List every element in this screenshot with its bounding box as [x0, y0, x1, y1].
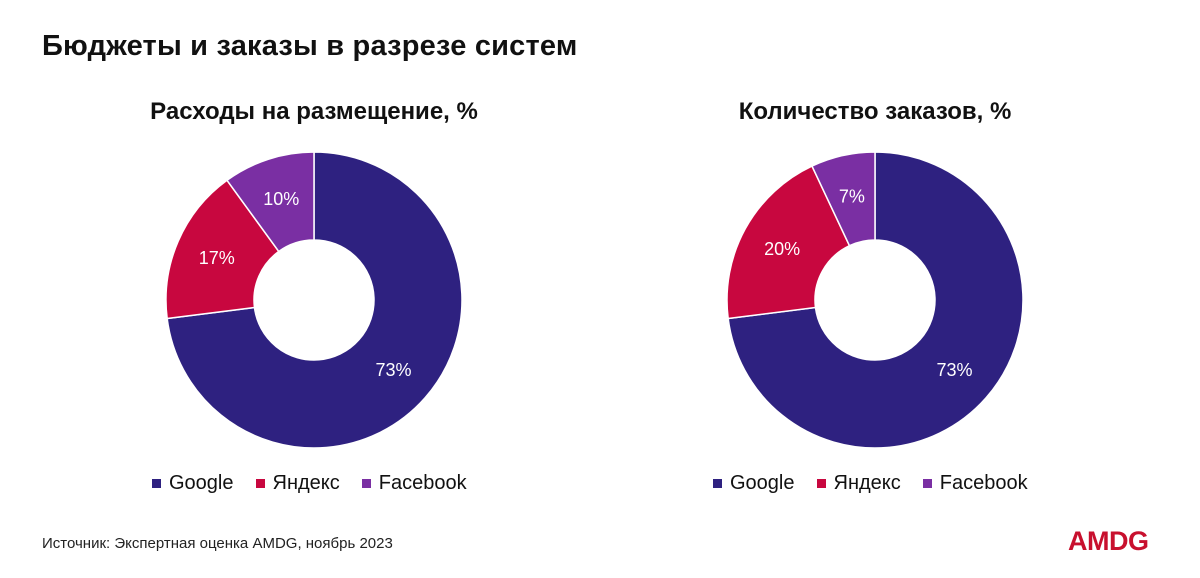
legend-item-google: Google [713, 472, 795, 495]
legend-label-facebook: Facebook [939, 472, 1028, 494]
slice-label-yandex: 17% [199, 248, 235, 268]
legend-orders: Google Яндекс Facebook [713, 472, 1028, 495]
donut-slice-google [166, 151, 463, 449]
legend-swatch-yandex [816, 479, 826, 488]
legend-swatch-google [152, 479, 161, 488]
legend-swatch-facebook [922, 479, 932, 488]
legend-label-facebook: Facebook [378, 472, 467, 494]
legend-label-yandex: Яндекс [272, 472, 340, 494]
donut-slice-facebook [225, 151, 315, 253]
donut-slice-yandex [165, 179, 280, 320]
legend-label-google: Google [730, 472, 795, 494]
donut-chart-orders: 73% 20% 7% [726, 151, 1024, 449]
donut-chart-expenses: 73% 17% 10% [165, 151, 463, 449]
legend-label-yandex: Яндекс [833, 472, 901, 494]
amdg-logo: AMDG [1068, 526, 1149, 556]
slice-label-facebook: 7% [839, 187, 865, 207]
legend-swatch-facebook [361, 479, 371, 488]
chart-title-expenses: Расходы на размещение, % [150, 98, 478, 125]
slice-label-yandex: 20% [764, 239, 800, 259]
page-title: Бюджеты и заказы в разрезе систем [42, 30, 578, 62]
legend-item-google: Google [152, 472, 234, 495]
legend-item-facebook: Facebook [361, 472, 467, 495]
source-note: Источник: Экспертная оценка AMDG, ноябрь… [42, 535, 393, 552]
legend-swatch-google [713, 479, 722, 488]
legend-label-google: Google [169, 472, 234, 494]
legend-item-yandex: Яндекс [816, 472, 901, 495]
donut-slice-facebook [810, 151, 876, 247]
slice-label-google: 73% [375, 360, 411, 380]
legend-expenses: Google Яндекс Facebook [152, 472, 467, 495]
legend-swatch-yandex [255, 479, 265, 488]
slice-label-facebook: 10% [263, 189, 299, 209]
donut-slice-google [727, 151, 1024, 449]
chart-title-orders: Количество заказов, % [738, 98, 1012, 125]
slice-label-google: 73% [936, 360, 972, 380]
legend-item-yandex: Яндекс [255, 472, 340, 495]
legend-item-facebook: Facebook [922, 472, 1028, 495]
donut-slice-yandex [726, 165, 851, 320]
